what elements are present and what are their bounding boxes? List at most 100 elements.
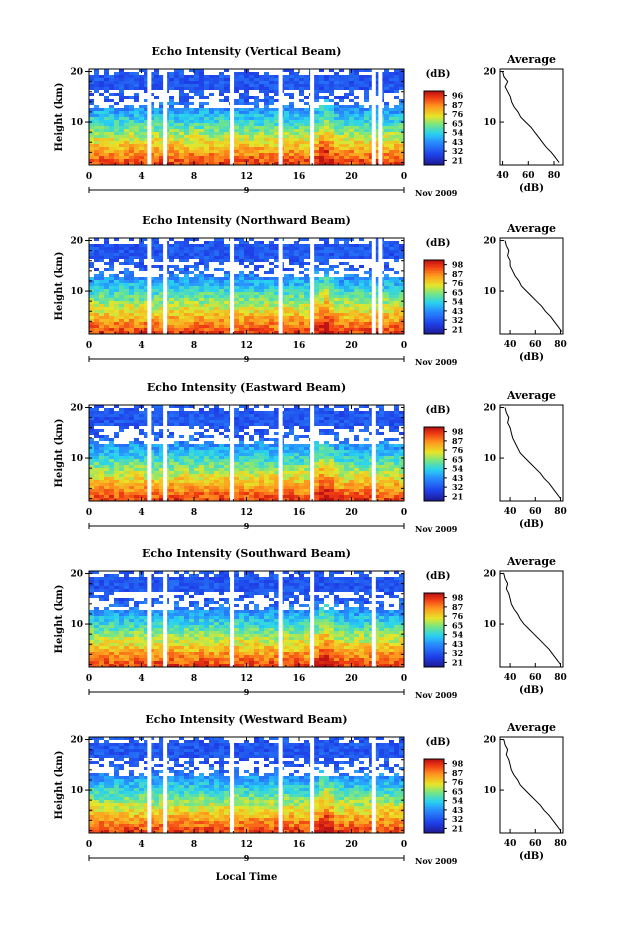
- avg-x-tick-label: 40: [504, 839, 517, 849]
- data-gap: [310, 737, 315, 833]
- average-profile: Average 10 20 40 60 80 (dB): [483, 389, 566, 530]
- colorbar-tick-label: 21: [452, 657, 463, 667]
- data-gap: [147, 69, 152, 165]
- x-tick-label: 20: [345, 172, 358, 182]
- average-frame: [499, 237, 564, 335]
- avg-x-tick-label: 80: [548, 171, 561, 181]
- date-tick-label: 9: [244, 354, 250, 364]
- y-tick-label: 20: [70, 237, 83, 247]
- x-tick-label: 20: [345, 840, 358, 850]
- beam-panel-1: Echo Intensity (Northward Beam) 10 20 Heigh…: [54, 214, 567, 367]
- avg-y-tick-label: 10: [483, 620, 496, 630]
- avg-y-tick-label: 10: [483, 786, 496, 796]
- average-title: Average: [506, 53, 556, 66]
- avg-y-tick-label: 10: [483, 118, 496, 128]
- data-gap: [278, 405, 283, 501]
- data-gap: [163, 737, 168, 833]
- data-gap: [371, 405, 376, 501]
- y-tick-label: 10: [70, 118, 83, 128]
- avg-x-tick-label: 60: [529, 340, 542, 350]
- average-title: Average: [506, 389, 556, 402]
- colorbar-tick-label: 87: [452, 436, 463, 446]
- x-tick-label: 4: [138, 172, 144, 182]
- colorbar-tick-label: 54: [452, 796, 464, 806]
- colorbar-tick-label: 21: [452, 155, 463, 165]
- date-label: Nov 2009: [415, 357, 458, 367]
- colorbar-tick-label: 43: [452, 805, 464, 815]
- panel-title: Echo Intensity (Southward Beam): [142, 547, 351, 560]
- avg-x-tick-label: 40: [496, 171, 509, 181]
- x-tick-label: 20: [345, 674, 358, 684]
- data-gap: [310, 238, 315, 334]
- date-label: Nov 2009: [415, 856, 458, 866]
- data-gap: [310, 69, 315, 165]
- y-tick-label: 10: [70, 287, 83, 297]
- average-line: [504, 240, 563, 332]
- colorbar-unit: (dB): [426, 69, 451, 80]
- data-gap: [378, 69, 383, 165]
- data-gap: [378, 238, 383, 334]
- average-frame: [499, 570, 564, 668]
- y-axis-label: Height (km): [54, 585, 65, 654]
- y-tick-label: 20: [70, 736, 83, 746]
- colorbar-tick-label: 32: [452, 814, 463, 824]
- colorbar-unit: (dB): [426, 405, 451, 416]
- x-tick-label: 16: [293, 674, 306, 684]
- colorbar-tick-label: 98: [452, 427, 464, 437]
- y-tick-label: 20: [70, 68, 83, 78]
- colorbar-tick-label: 54: [452, 128, 464, 138]
- x-tick-label: 16: [293, 341, 306, 351]
- echo-heatmap: [89, 737, 404, 833]
- avg-x-tick-label: 60: [529, 673, 542, 683]
- x-tick-label: 0: [86, 508, 92, 518]
- echo-heatmap: [89, 238, 404, 334]
- colorbar-tick-label: 98: [452, 260, 464, 270]
- x-tick-label: 8: [191, 172, 197, 182]
- colorbar-tick-label: 76: [452, 278, 464, 288]
- date-tick-label: 9: [244, 687, 250, 697]
- average-profile: Average 10 20 40 60 80 (dB): [483, 555, 566, 696]
- average-frame: [499, 736, 564, 834]
- data-gap: [278, 737, 283, 833]
- colorbar-unit: (dB): [426, 737, 451, 748]
- colorbar-tick-label: 76: [452, 109, 464, 119]
- y-tick-label: 20: [70, 404, 83, 414]
- data-gap: [163, 238, 168, 334]
- data-gap: [278, 69, 283, 165]
- average-title: Average: [506, 555, 556, 568]
- colorbar-tick-label: 76: [452, 777, 464, 787]
- date-tick-label: 9: [244, 853, 250, 863]
- colorbar-tick-label: 87: [452, 100, 463, 110]
- x-tick-label: 8: [191, 674, 197, 684]
- y-tick-label: 10: [70, 454, 83, 464]
- average-profile: Average 10 20 40 60 80 (dB): [483, 721, 566, 862]
- colorbar-tick-label: 43: [452, 137, 464, 147]
- colorbar-tick-label: 98: [452, 593, 464, 603]
- x-tick-label: 20: [345, 508, 358, 518]
- colorbar-tick-label: 76: [452, 611, 464, 621]
- average-line: [504, 407, 561, 499]
- x-tick-label: 0: [86, 172, 92, 182]
- avg-x-tick-label: 40: [504, 673, 517, 683]
- avg-x-tick-label: 40: [504, 507, 517, 517]
- colorbar-tick-label: 65: [452, 118, 463, 128]
- average-frame: [499, 404, 564, 502]
- data-gap: [163, 69, 168, 165]
- avg-x-tick-label: 60: [522, 171, 535, 181]
- beam-panel-2: Echo Intensity (Eastward Beam) 10 20 Height…: [54, 381, 567, 534]
- data-gap: [163, 405, 168, 501]
- data-gap: [310, 571, 315, 667]
- average-line: [503, 739, 561, 831]
- colorbar-tick-label: 32: [452, 648, 463, 658]
- x-tick-label: 8: [191, 341, 197, 351]
- colorbar-tick-label: 21: [452, 823, 463, 833]
- colorbar-tick-label: 87: [452, 269, 463, 279]
- date-label: Nov 2009: [415, 188, 458, 198]
- colorbar-unit: (dB): [426, 571, 451, 582]
- average-frame: [499, 68, 564, 166]
